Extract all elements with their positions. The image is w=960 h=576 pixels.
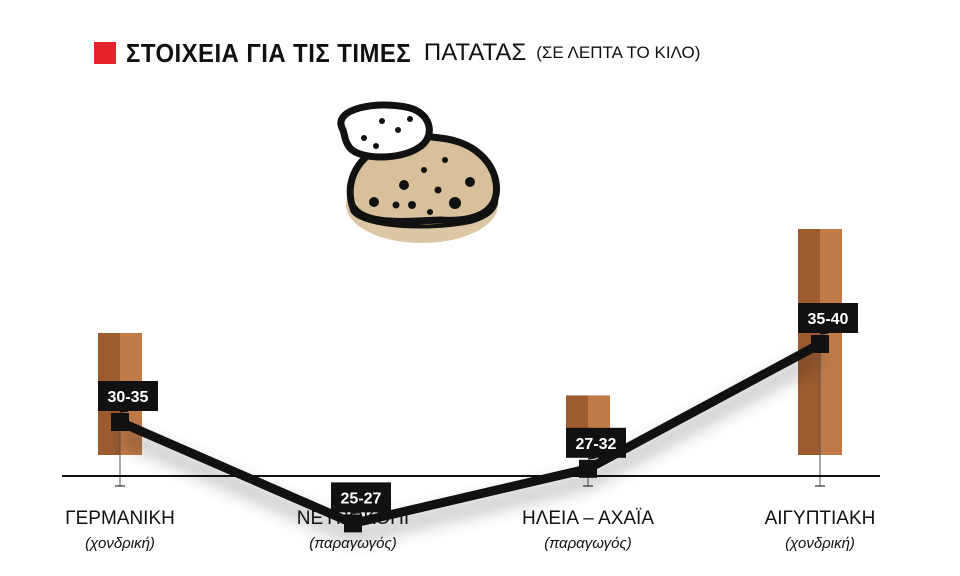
data-label-text: 27-32 bbox=[576, 436, 617, 453]
data-label-text: 25-27 bbox=[341, 490, 382, 507]
data-label: 35-40 bbox=[798, 303, 858, 335]
data-label: 30-35 bbox=[98, 381, 158, 413]
chart-title: ΣΤΟΙΧΕΙΑ ΓΙΑ ΤΙΣ ΤΙΜΕΣ ΠΑΤΑΤΑΣ (ΣΕ ΛΕΠΤΑ… bbox=[94, 36, 700, 70]
potato-icon bbox=[337, 101, 500, 243]
category-name: ΝΕΥΡΟΚΟΠΙ bbox=[297, 508, 409, 529]
label-leader bbox=[587, 457, 597, 460]
data-point bbox=[344, 514, 362, 533]
bars-layer bbox=[98, 229, 842, 455]
data-label-text: 35-40 bbox=[808, 311, 849, 328]
data-label-text: 30-35 bbox=[108, 389, 149, 406]
category-name: ΓΕΡΜΑΝΙΚΗ bbox=[65, 508, 175, 529]
data-point bbox=[111, 413, 129, 431]
data-label: 25-27 bbox=[331, 482, 391, 515]
title-unit-text: (ΣΕ ΛΕΠΤΑ ΤΟ ΚΙΛΟ) bbox=[536, 43, 701, 62]
category-sub: (παραγωγός) bbox=[309, 535, 397, 552]
data-label: 27-32 bbox=[566, 427, 626, 460]
label-box bbox=[798, 303, 858, 333]
bar-light-half bbox=[820, 229, 842, 455]
line-shadow bbox=[118, 351, 823, 541]
bar bbox=[798, 229, 842, 455]
price-line bbox=[118, 340, 823, 528]
label-leader bbox=[352, 511, 362, 515]
bar-dark-half bbox=[798, 229, 820, 455]
category-sub: (παραγωγός) bbox=[544, 535, 632, 552]
markers-layer bbox=[111, 335, 829, 533]
category-labels: ΓΕΡΜΑΝΙΚΗ (χονδρική) ΝΕΥΡΟΚΟΠΙ (παραγωγός) Η… bbox=[65, 508, 875, 552]
label-leader bbox=[819, 332, 829, 335]
label-box bbox=[566, 427, 626, 458]
label-box bbox=[98, 381, 158, 411]
label-box bbox=[331, 482, 391, 513]
data-point bbox=[579, 459, 597, 478]
label-leader bbox=[119, 410, 129, 413]
category-sub: (χονδρική) bbox=[785, 535, 855, 552]
title-bold-text: ΣΤΟΙΧΕΙΑ ΓΙΑ ΤΙΣ ΤΙΜΕΣ bbox=[126, 37, 412, 68]
title-light-text: ΠΑΤΑΤΑΣ bbox=[423, 39, 527, 66]
category-sub: (χονδρική) bbox=[85, 535, 155, 552]
category-name: ΗΛΕΙΑ – ΑΧΑΪΑ bbox=[522, 508, 654, 529]
title-marker bbox=[94, 42, 116, 64]
data-labels: 30-35 25-27 27-32 35-40 bbox=[98, 303, 858, 515]
category-name: ΑΙΓΥΠΤΙΑΚΗ bbox=[765, 508, 876, 529]
data-point bbox=[811, 335, 829, 353]
